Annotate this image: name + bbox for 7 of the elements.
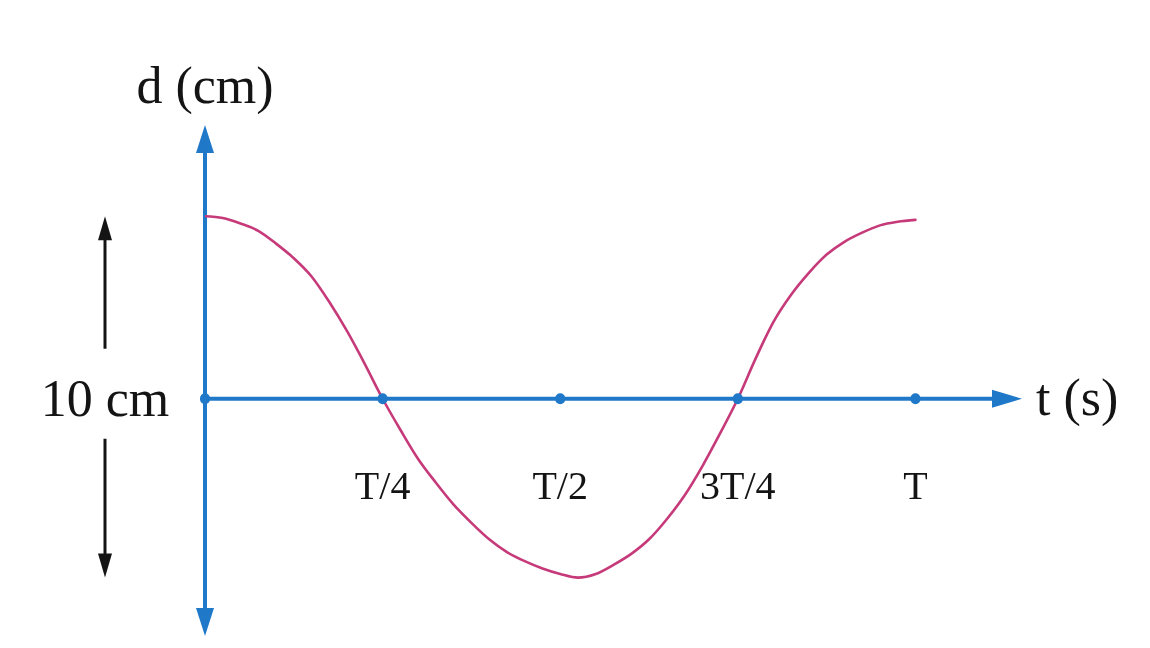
y-axis-title: d (cm) [136, 57, 274, 115]
x-tick-label: T [903, 462, 928, 508]
x-tick-label: 3T/4 [700, 462, 776, 508]
x-tick-label: T/2 [532, 462, 588, 508]
x-axis-title: t (s) [1036, 368, 1119, 427]
text: 10 cm [40, 369, 170, 427]
x-tick-label: T/4 [354, 462, 411, 508]
